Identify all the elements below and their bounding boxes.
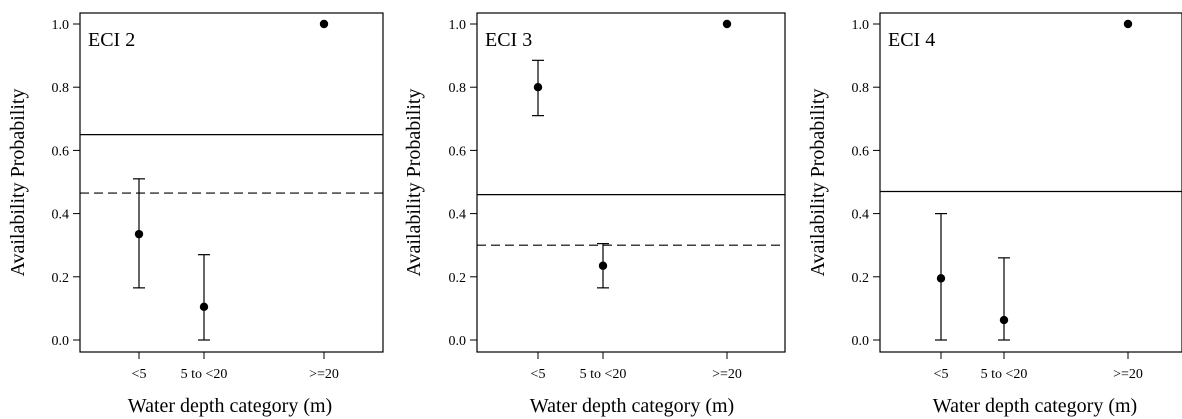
panel-label: ECI 4 xyxy=(888,29,935,51)
y-tick-label: 0.2 xyxy=(52,271,70,286)
plot-frame xyxy=(879,12,1182,353)
data-point xyxy=(598,261,608,270)
x-tick-label: >=20 xyxy=(1113,367,1143,382)
data-point xyxy=(319,19,329,29)
y-axis-label: Availability Probability xyxy=(807,89,829,277)
x-tick-label: 5 to <20 xyxy=(580,367,627,382)
plot-frame xyxy=(476,12,786,353)
y-tick-label: 0.2 xyxy=(449,271,467,286)
y-tick-label: 1.0 xyxy=(449,18,467,33)
y-tick-label: 0.8 xyxy=(449,81,467,96)
data-point xyxy=(1123,19,1133,29)
panel-label: ECI 2 xyxy=(88,29,135,51)
x-axis-label: Water depth category (m) xyxy=(530,395,734,417)
data-point xyxy=(533,83,543,92)
x-tick-label: <5 xyxy=(132,367,147,382)
data-point xyxy=(199,302,209,312)
y-tick-label: 1.0 xyxy=(52,18,70,33)
x-tick-label: <5 xyxy=(531,367,546,382)
x-tick-label: 5 to <20 xyxy=(981,367,1028,382)
x-axis-label: Water depth category (m) xyxy=(128,395,332,417)
y-axis-label: Availability Probability xyxy=(7,89,29,277)
y-tick-label: 0.2 xyxy=(852,271,870,286)
chart-panel-2: 0.0 0.2 0.4 0.6 0.8 1.0 <5 5 to <20 >=20 Water de… xyxy=(403,12,786,417)
y-axis-label: Availability Probability xyxy=(403,89,425,277)
y-tick-label: 0.6 xyxy=(449,144,467,159)
x-axis-label: Water depth category (m) xyxy=(933,395,1137,417)
y-tick-label: 0.8 xyxy=(52,81,70,96)
y-tick-label: 0.0 xyxy=(52,334,70,349)
data-point xyxy=(936,274,946,283)
y-tick-label: 0.4 xyxy=(449,208,467,223)
chart-panel-1: 0.0 0.2 0.4 0.6 0.8 1.0 <5 5 to <20 >=20 Water de… xyxy=(7,12,384,417)
data-point xyxy=(999,315,1009,325)
y-tick-label: 0.4 xyxy=(52,208,70,223)
data-point xyxy=(134,229,144,239)
y-tick-label: 0.8 xyxy=(852,81,870,96)
panel-label: ECI 3 xyxy=(485,29,532,51)
y-tick-label: 0.0 xyxy=(449,334,467,349)
plot-frame xyxy=(79,12,384,353)
y-tick-label: 0.0 xyxy=(852,334,870,349)
data-point xyxy=(722,19,732,29)
chart-panel-3: 0.0 0.2 0.4 0.6 0.8 1.0 <5 5 to <20 >=20 Water de… xyxy=(807,12,1182,417)
x-tick-label: >=20 xyxy=(309,367,339,382)
y-tick-label: 0.4 xyxy=(852,208,870,223)
y-tick-label: 0.6 xyxy=(852,144,870,159)
y-tick-label: 0.6 xyxy=(52,144,70,159)
x-tick-label: <5 xyxy=(934,367,949,382)
x-tick-label: 5 to <20 xyxy=(181,367,228,382)
x-tick-label: >=20 xyxy=(712,367,742,382)
y-tick-label: 1.0 xyxy=(852,18,870,33)
